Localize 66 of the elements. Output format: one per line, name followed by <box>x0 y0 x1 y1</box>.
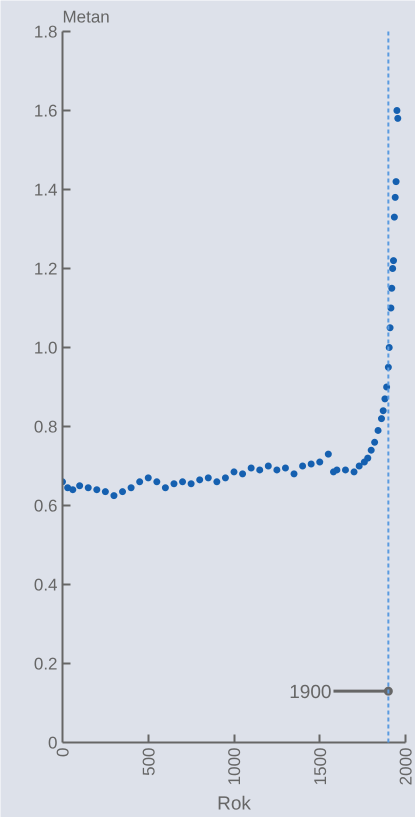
y-tick-label: 0.4 <box>34 576 58 594</box>
point <box>380 407 387 414</box>
point <box>188 480 195 488</box>
point <box>264 462 272 470</box>
point <box>316 458 324 466</box>
point <box>374 426 382 434</box>
point <box>333 466 340 474</box>
point <box>76 482 84 490</box>
annotation: 1900 <box>289 682 332 704</box>
x-tick-label: 1500 <box>310 747 330 786</box>
point <box>388 284 396 292</box>
point <box>273 466 280 474</box>
point <box>110 492 118 500</box>
point <box>390 257 397 264</box>
point <box>162 484 169 492</box>
point <box>153 478 160 486</box>
point <box>299 462 306 470</box>
y-tick-label: 1.6 <box>34 102 58 120</box>
point <box>128 484 135 492</box>
point <box>390 214 398 221</box>
point <box>69 486 76 494</box>
point <box>230 468 238 476</box>
point <box>394 114 402 122</box>
point <box>179 478 186 486</box>
point <box>308 460 315 468</box>
point <box>324 450 332 458</box>
y-tick-label: 1.4 <box>34 180 58 200</box>
point <box>342 466 349 474</box>
point <box>170 480 178 488</box>
point <box>381 395 388 402</box>
point <box>239 470 246 478</box>
point <box>119 488 126 496</box>
point <box>389 265 396 272</box>
point <box>256 466 264 474</box>
point <box>356 462 363 470</box>
point <box>213 478 220 486</box>
point <box>136 478 144 486</box>
point <box>393 107 400 114</box>
point <box>364 454 372 462</box>
point <box>93 486 100 494</box>
point <box>392 194 399 201</box>
point <box>290 470 298 478</box>
point <box>248 464 255 472</box>
y-axis-title: Metan <box>62 8 110 26</box>
point <box>204 474 212 482</box>
point <box>368 446 375 454</box>
point <box>378 415 385 422</box>
y-tick-label: 1.0 <box>34 338 58 358</box>
point <box>196 476 204 484</box>
point <box>392 178 400 186</box>
x-axis-title: Rok <box>217 793 252 814</box>
y-tick-label: 0.8 <box>34 418 58 436</box>
x-tick-label: 500 <box>139 747 158 776</box>
point <box>282 464 289 472</box>
point <box>371 438 378 446</box>
point <box>84 484 92 492</box>
point <box>222 474 229 482</box>
point <box>144 474 152 482</box>
point <box>102 488 109 496</box>
x-tick-label: 2000 <box>396 747 415 786</box>
y-tick-label: 0.2 <box>34 654 58 674</box>
y-tick-label: 0.6 <box>34 496 58 516</box>
y-tick-label: 1.8 <box>34 22 58 42</box>
y-tick-label: 1.2 <box>34 260 58 278</box>
x-tick-label: 1000 <box>225 747 244 786</box>
point <box>350 468 358 476</box>
